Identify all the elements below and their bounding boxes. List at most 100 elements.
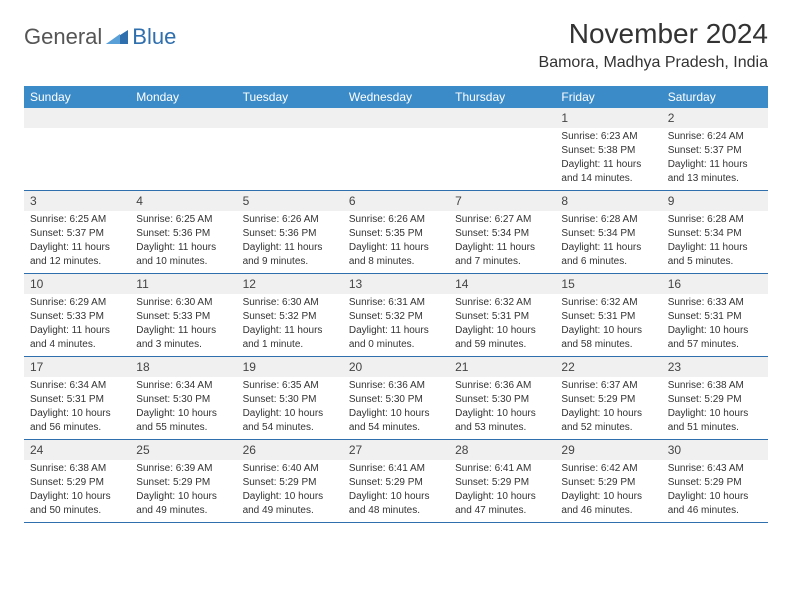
day-detail: Sunrise: 6:39 AMSunset: 5:29 PMDaylight:… bbox=[130, 460, 236, 522]
daylight-text-1: Daylight: 11 hours bbox=[668, 241, 762, 254]
daylight-text-1: Daylight: 10 hours bbox=[349, 407, 443, 420]
day-number: 22 bbox=[555, 357, 661, 377]
daylight-text-1: Daylight: 11 hours bbox=[668, 158, 762, 171]
day-number: 2 bbox=[662, 108, 768, 128]
daylight-text-1: Daylight: 10 hours bbox=[668, 324, 762, 337]
week-daynum-row: 12 bbox=[24, 108, 768, 128]
location-text: Bamora, Madhya Pradesh, India bbox=[539, 54, 768, 72]
sunset-text: Sunset: 5:29 PM bbox=[30, 476, 124, 489]
daylight-text-1: Daylight: 10 hours bbox=[561, 324, 655, 337]
daylight-text-2: and 3 minutes. bbox=[136, 338, 230, 351]
daylight-text-1: Daylight: 10 hours bbox=[349, 490, 443, 503]
day-number: 9 bbox=[662, 191, 768, 211]
day-detail-cell: Sunrise: 6:36 AMSunset: 5:30 PMDaylight:… bbox=[343, 377, 449, 440]
day-detail-cell: Sunrise: 6:41 AMSunset: 5:29 PMDaylight:… bbox=[449, 460, 555, 523]
day-detail-cell: Sunrise: 6:38 AMSunset: 5:29 PMDaylight:… bbox=[24, 460, 130, 523]
daylight-text-1: Daylight: 11 hours bbox=[349, 324, 443, 337]
daylight-text-1: Daylight: 11 hours bbox=[243, 241, 337, 254]
sunrise-text: Sunrise: 6:38 AM bbox=[668, 379, 762, 392]
sunset-text: Sunset: 5:34 PM bbox=[561, 227, 655, 240]
daylight-text-1: Daylight: 10 hours bbox=[455, 324, 549, 337]
day-detail-cell: Sunrise: 6:26 AMSunset: 5:36 PMDaylight:… bbox=[237, 211, 343, 274]
sunset-text: Sunset: 5:31 PM bbox=[30, 393, 124, 406]
header: General Blue November 2024 Bamora, Madhy… bbox=[24, 18, 768, 72]
sunset-text: Sunset: 5:33 PM bbox=[30, 310, 124, 323]
week-daynum-row: 3456789 bbox=[24, 191, 768, 212]
day-number-cell: 25 bbox=[130, 440, 236, 461]
daylight-text-2: and 10 minutes. bbox=[136, 255, 230, 268]
sunset-text: Sunset: 5:29 PM bbox=[136, 476, 230, 489]
day-number: 14 bbox=[449, 274, 555, 294]
week-detail-row: Sunrise: 6:29 AMSunset: 5:33 PMDaylight:… bbox=[24, 294, 768, 357]
daylight-text-1: Daylight: 10 hours bbox=[668, 490, 762, 503]
day-detail-cell: Sunrise: 6:34 AMSunset: 5:30 PMDaylight:… bbox=[130, 377, 236, 440]
daylight-text-1: Daylight: 11 hours bbox=[30, 324, 124, 337]
day-detail: Sunrise: 6:25 AMSunset: 5:36 PMDaylight:… bbox=[130, 211, 236, 273]
day-detail: Sunrise: 6:38 AMSunset: 5:29 PMDaylight:… bbox=[662, 377, 768, 439]
sunset-text: Sunset: 5:30 PM bbox=[136, 393, 230, 406]
day-detail-cell: Sunrise: 6:32 AMSunset: 5:31 PMDaylight:… bbox=[555, 294, 661, 357]
daylight-text-2: and 4 minutes. bbox=[30, 338, 124, 351]
week-daynum-row: 17181920212223 bbox=[24, 357, 768, 378]
day-number: 16 bbox=[662, 274, 768, 294]
day-number: 11 bbox=[130, 274, 236, 294]
day-number-cell: 10 bbox=[24, 274, 130, 295]
day-number-cell bbox=[24, 108, 130, 128]
day-detail-cell: Sunrise: 6:39 AMSunset: 5:29 PMDaylight:… bbox=[130, 460, 236, 523]
sunrise-text: Sunrise: 6:27 AM bbox=[455, 213, 549, 226]
logo-text-general: General bbox=[24, 24, 102, 50]
daylight-text-2: and 50 minutes. bbox=[30, 504, 124, 517]
day-detail: Sunrise: 6:34 AMSunset: 5:31 PMDaylight:… bbox=[24, 377, 130, 439]
day-detail-cell: Sunrise: 6:42 AMSunset: 5:29 PMDaylight:… bbox=[555, 460, 661, 523]
day-number: 1 bbox=[555, 108, 661, 128]
daylight-text-2: and 9 minutes. bbox=[243, 255, 337, 268]
day-number-cell bbox=[343, 108, 449, 128]
day-detail: Sunrise: 6:41 AMSunset: 5:29 PMDaylight:… bbox=[449, 460, 555, 522]
day-number-cell: 4 bbox=[130, 191, 236, 212]
day-detail-cell: Sunrise: 6:35 AMSunset: 5:30 PMDaylight:… bbox=[237, 377, 343, 440]
day-number-cell: 26 bbox=[237, 440, 343, 461]
day-detail: Sunrise: 6:30 AMSunset: 5:33 PMDaylight:… bbox=[130, 294, 236, 356]
day-number-cell: 22 bbox=[555, 357, 661, 378]
day-number: 23 bbox=[662, 357, 768, 377]
day-detail-cell: Sunrise: 6:27 AMSunset: 5:34 PMDaylight:… bbox=[449, 211, 555, 274]
day-number: 7 bbox=[449, 191, 555, 211]
day-number-cell: 1 bbox=[555, 108, 661, 128]
day-number-cell bbox=[130, 108, 236, 128]
day-number-cell: 5 bbox=[237, 191, 343, 212]
day-number: 12 bbox=[237, 274, 343, 294]
day-number-cell: 23 bbox=[662, 357, 768, 378]
sunrise-text: Sunrise: 6:26 AM bbox=[243, 213, 337, 226]
week-detail-row: Sunrise: 6:23 AMSunset: 5:38 PMDaylight:… bbox=[24, 128, 768, 191]
day-detail: Sunrise: 6:28 AMSunset: 5:34 PMDaylight:… bbox=[662, 211, 768, 273]
day-detail-cell: Sunrise: 6:40 AMSunset: 5:29 PMDaylight:… bbox=[237, 460, 343, 523]
sunset-text: Sunset: 5:30 PM bbox=[455, 393, 549, 406]
day-detail-cell: Sunrise: 6:25 AMSunset: 5:37 PMDaylight:… bbox=[24, 211, 130, 274]
day-number-cell: 9 bbox=[662, 191, 768, 212]
daylight-text-1: Daylight: 10 hours bbox=[243, 407, 337, 420]
daylight-text-1: Daylight: 11 hours bbox=[455, 241, 549, 254]
daylight-text-1: Daylight: 11 hours bbox=[136, 324, 230, 337]
sunrise-text: Sunrise: 6:42 AM bbox=[561, 462, 655, 475]
daylight-text-1: Daylight: 11 hours bbox=[561, 241, 655, 254]
daylight-text-1: Daylight: 11 hours bbox=[349, 241, 443, 254]
day-number: 3 bbox=[24, 191, 130, 211]
daylight-text-1: Daylight: 10 hours bbox=[561, 490, 655, 503]
day-detail-cell bbox=[343, 128, 449, 191]
sunset-text: Sunset: 5:34 PM bbox=[668, 227, 762, 240]
daylight-text-1: Daylight: 10 hours bbox=[455, 407, 549, 420]
sunrise-text: Sunrise: 6:41 AM bbox=[455, 462, 549, 475]
day-number-cell: 30 bbox=[662, 440, 768, 461]
day-detail-cell: Sunrise: 6:30 AMSunset: 5:33 PMDaylight:… bbox=[130, 294, 236, 357]
day-detail: Sunrise: 6:24 AMSunset: 5:37 PMDaylight:… bbox=[662, 128, 768, 190]
sunrise-text: Sunrise: 6:25 AM bbox=[136, 213, 230, 226]
day-number: 6 bbox=[343, 191, 449, 211]
sunset-text: Sunset: 5:36 PM bbox=[243, 227, 337, 240]
daylight-text-2: and 52 minutes. bbox=[561, 421, 655, 434]
sunset-text: Sunset: 5:29 PM bbox=[243, 476, 337, 489]
day-detail: Sunrise: 6:42 AMSunset: 5:29 PMDaylight:… bbox=[555, 460, 661, 522]
day-detail: Sunrise: 6:28 AMSunset: 5:34 PMDaylight:… bbox=[555, 211, 661, 273]
day-detail-cell: Sunrise: 6:32 AMSunset: 5:31 PMDaylight:… bbox=[449, 294, 555, 357]
day-number: 25 bbox=[130, 440, 236, 460]
sunrise-text: Sunrise: 6:28 AM bbox=[668, 213, 762, 226]
